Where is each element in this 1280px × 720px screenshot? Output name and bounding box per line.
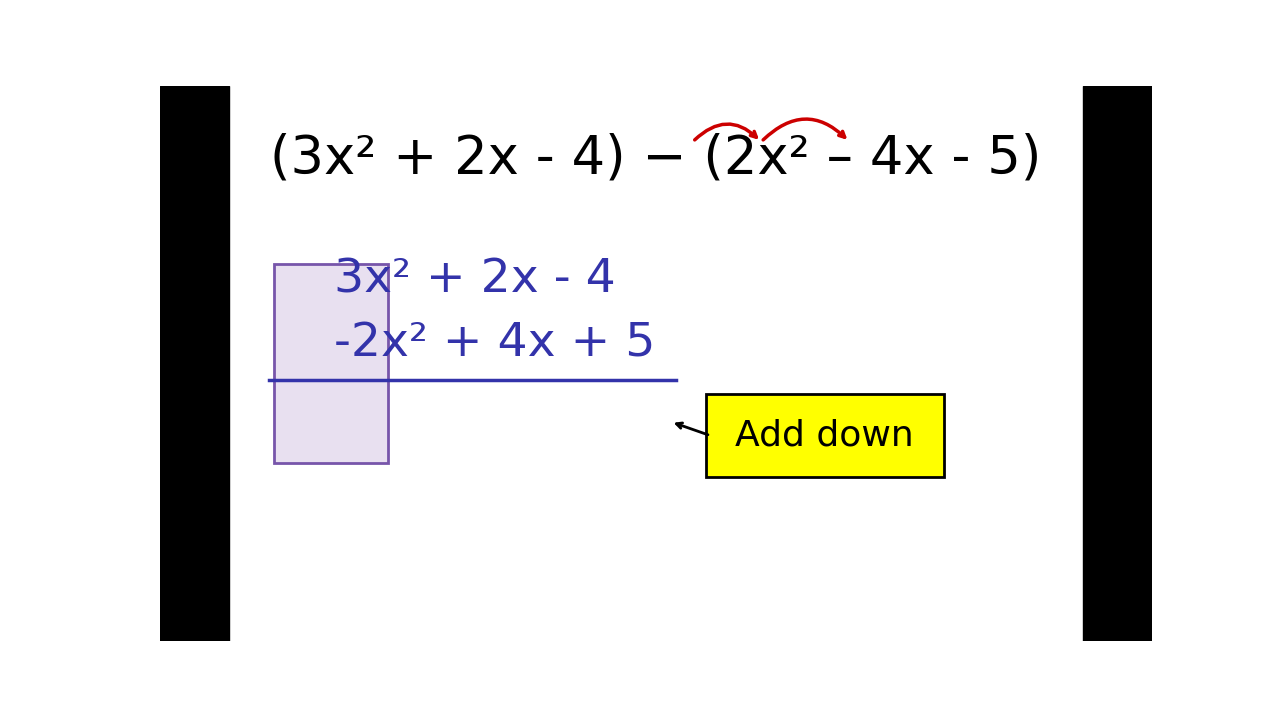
Text: -2x² + 4x + 5: -2x² + 4x + 5: [334, 322, 655, 366]
Text: Add down: Add down: [735, 418, 914, 453]
Text: 3x² + 2x - 4: 3x² + 2x - 4: [334, 258, 616, 303]
Bar: [1083, 86, 1152, 641]
FancyBboxPatch shape: [705, 394, 943, 477]
Text: (3x² + 2x - 4) − (2x² – 4x - 5): (3x² + 2x - 4) − (2x² – 4x - 5): [270, 132, 1042, 184]
Bar: [160, 86, 229, 641]
FancyBboxPatch shape: [274, 264, 388, 464]
